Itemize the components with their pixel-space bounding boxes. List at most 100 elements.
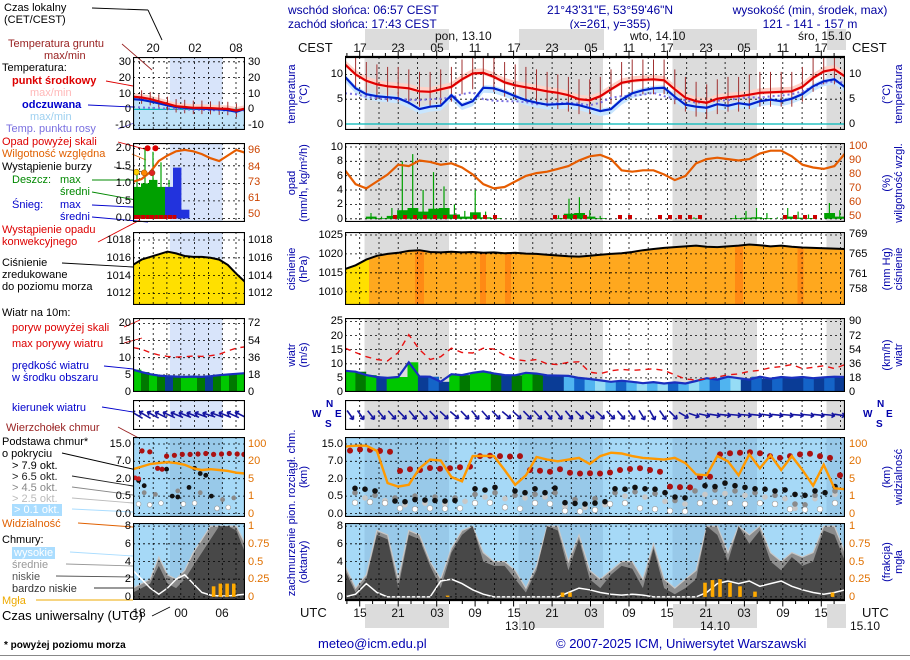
tick-label: 6	[124, 538, 131, 550]
top-hour-label: 11	[622, 41, 636, 55]
legend-item: Widzialność	[2, 518, 61, 530]
tick-label: 2.0	[327, 473, 343, 485]
tick-label: 5	[849, 93, 856, 105]
legend-item: max porywy wiatru	[12, 338, 104, 350]
tick-label: 769	[849, 228, 868, 240]
tick-label: 50	[849, 210, 862, 222]
tick-label: 0.5	[248, 556, 264, 568]
tick-label: 1.5	[115, 160, 131, 172]
axis-title-right-pressure-line2: ciśnienie	[893, 247, 905, 290]
tick-label: 30	[118, 56, 131, 68]
sunset-time: zachód słońca: 17:43 CEST	[288, 17, 437, 31]
tick-label: 70	[849, 182, 862, 194]
date-label: 15.10	[849, 619, 881, 633]
tick-label: 7.0	[115, 455, 131, 467]
tick-label: 1	[248, 520, 255, 532]
tick-label: 20	[118, 317, 131, 329]
tick-label: 1016	[248, 252, 273, 264]
legend-item: kierunek wiatru	[12, 402, 86, 414]
cloud-cover-chart	[345, 523, 845, 600]
mini-wind-chart	[133, 318, 245, 392]
tick-label: 0.25	[248, 573, 270, 585]
tick-label: 10	[330, 141, 343, 153]
bottom-hour-label: 03	[430, 606, 444, 620]
tick-label: 1020	[318, 248, 343, 260]
mini-top-hour-label: 20	[146, 41, 160, 55]
tick-label: 20	[118, 72, 131, 84]
axis-title-right-cloud-base-line2: widzialność	[893, 448, 905, 506]
legend-item: zredukowane	[2, 269, 68, 281]
tick-label: 0	[248, 103, 255, 115]
grid-coordinates: (x=261, y=355)	[569, 17, 651, 31]
tick-label: 15	[330, 344, 343, 356]
legend-item: średni	[60, 211, 90, 223]
tick-label: -10	[115, 119, 131, 131]
tick-label: 8	[336, 520, 343, 532]
legend-item: max	[60, 199, 81, 211]
tick-label: 72	[248, 317, 261, 329]
page-bottom-divider	[0, 655, 910, 656]
tick-label: 10	[118, 88, 131, 100]
tick-label: 6	[336, 170, 343, 182]
bottom-hour-label: 15	[660, 606, 674, 620]
tick-label: 1	[849, 520, 856, 532]
legend-item: niskie	[12, 571, 41, 583]
tick-label: 10	[330, 68, 343, 80]
tick-label: 84	[248, 161, 261, 173]
mini-cloud-base-chart	[133, 437, 245, 517]
legend-item: > 6.5 okt.	[12, 471, 58, 483]
tick-label: 90	[849, 154, 862, 166]
compass-letter-S: S	[876, 419, 883, 430]
tick-label: 0	[336, 118, 343, 130]
legend-item: > 2.5 okt.	[12, 493, 58, 505]
contact-email-link[interactable]: meteo@icm.edu.pl	[318, 636, 427, 651]
legend-item: Podstawa chmur*	[2, 436, 89, 448]
header-location: 21°43'31"E, 53°59'46"N (x=261, y=355)	[495, 3, 725, 31]
bottom-hour-label: 15	[814, 606, 828, 620]
tick-label: 10	[118, 352, 131, 364]
time-axis-ticks	[345, 600, 845, 607]
date-label: 13.10	[504, 619, 536, 633]
mini-cloud-cover-chart	[133, 523, 245, 600]
precipitation-chart	[345, 143, 845, 222]
tick-label: 73	[248, 176, 261, 188]
tick-label: 2	[124, 573, 131, 585]
tick-label: 15.0	[109, 438, 131, 450]
legend-item: max/min	[44, 50, 86, 62]
day-label: pon, 13.10	[435, 29, 492, 43]
tick-label: 1.0	[115, 177, 131, 189]
tick-label: 1010	[318, 286, 343, 298]
tick-label: 0	[248, 591, 255, 603]
tick-label: 0	[248, 508, 255, 520]
tick-label: 0.5	[115, 490, 131, 502]
tick-label: 1018	[248, 234, 273, 246]
bottom-hour-label: 21	[545, 606, 559, 620]
legend-item: Śnieg:	[12, 199, 44, 211]
tick-label: 5	[124, 369, 131, 381]
tick-label: 61	[248, 192, 261, 204]
date-label: 14.10	[699, 619, 731, 633]
tick-label: 0	[124, 103, 131, 115]
tick-label: 20	[248, 72, 261, 84]
tick-label: 80	[849, 168, 862, 180]
day-label: śro, 15.10	[798, 29, 852, 43]
legend-item: Temperatura:	[2, 62, 67, 74]
tick-label: 8	[336, 155, 343, 167]
mini-wind-direction-chart	[133, 400, 245, 430]
tick-label: 20	[248, 455, 261, 467]
tick-label: 1	[849, 490, 856, 502]
tick-label: 25	[330, 315, 343, 327]
tick-label: 765	[849, 248, 868, 260]
utc-label-left: UTC	[300, 605, 327, 620]
bottom-hour-label: 21	[699, 606, 713, 620]
tick-label: 0.0	[327, 508, 343, 520]
night-shade-bottom	[673, 604, 757, 628]
tick-label: 18	[248, 369, 261, 381]
tick-label: 1014	[248, 270, 273, 282]
tick-label: 4	[336, 556, 343, 568]
tick-label: 90	[849, 315, 862, 327]
tick-label: 100	[248, 438, 267, 450]
tick-label: 20	[849, 455, 862, 467]
tick-label: 1015	[318, 267, 343, 279]
